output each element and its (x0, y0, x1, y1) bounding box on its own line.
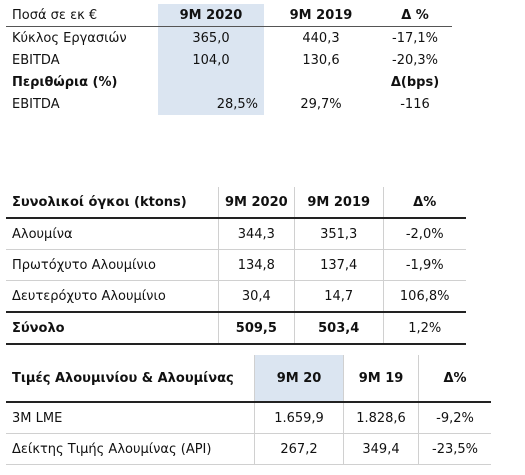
header-cell: Ποσά σε εκ € (6, 4, 158, 27)
cell (264, 71, 378, 93)
header-cell: 9M 2019 (293, 187, 384, 219)
cell: -2,0% (382, 217, 466, 250)
cell: 28,5% (158, 93, 264, 115)
header-cell: 9M 2020 (218, 187, 295, 219)
header-cell: Δ % (378, 4, 452, 27)
row: EBITDA 28,5% 29,7% -116 (6, 93, 452, 115)
prices-table: Τιμές Αλουμινίου & Αλουμίνας 9M 20 9M 19… (6, 355, 491, 465)
cell: 106,8% (382, 280, 466, 313)
row: EBITDA 104,0 130,6 -20,3% (6, 49, 452, 71)
cell: Δ(bps) (390, 74, 440, 90)
cell: Δείκτης Τιμής Αλουμίνας (API) (6, 433, 255, 465)
financials-table: Ποσά σε εκ € 9M 2020 9M 2019 Δ % Κύκλος … (6, 4, 452, 115)
cell: 351,3 (293, 217, 384, 250)
cell: -9,2% (418, 401, 491, 434)
cell: 30,4 (218, 280, 295, 313)
cell: 104,0 (158, 49, 264, 71)
cell: 130,6 (302, 52, 340, 68)
cell: 134,8 (218, 249, 295, 281)
cell: -20,3% (392, 52, 438, 68)
cell: 440,3 (302, 30, 340, 46)
cell: -1,9% (382, 249, 466, 281)
row: Δείκτης Τιμής Αλουμίνας (API) 267,2 349,… (6, 433, 491, 465)
cell: 267,2 (254, 433, 344, 465)
cell: EBITDA (12, 96, 60, 112)
total-row: Σύνολο 509,5 503,4 1,2% (6, 311, 466, 345)
cell: Πρωτόχυτο Αλουμίνιο (6, 249, 219, 281)
cell: 14,7 (293, 280, 384, 313)
row: Αλουμίνα 344,3 351,3 -2,0% (6, 217, 466, 250)
header-cell: Δ% (382, 187, 466, 219)
cell: 365,0 (158, 26, 264, 49)
header-cell: 9M 19 (343, 355, 419, 403)
cell: -116 (400, 96, 430, 112)
cell: Σύνολο (6, 311, 219, 345)
cell: 503,4 (293, 311, 384, 345)
cell: 137,4 (293, 249, 384, 281)
row: Κύκλος Εργασιών 365,0 440,3 -17,1% (6, 26, 452, 49)
cell: 1,2% (382, 311, 466, 345)
cell: 349,4 (343, 433, 419, 465)
cell: Αλουμίνα (6, 217, 219, 250)
subheader-row: Περιθώρια (%) Δ(bps) (6, 71, 452, 93)
header-row: Ποσά σε εκ € 9M 2020 9M 2019 Δ % (6, 4, 452, 27)
cell: Κύκλος Εργασιών (12, 30, 127, 46)
cell: -23,5% (418, 433, 491, 465)
header-cell: Συνολικοί όγκοι (ktons) (6, 187, 219, 219)
cell: Δευτερόχυτο Αλουμίνιο (6, 280, 219, 313)
cell: 1.828,6 (343, 401, 419, 434)
header-cell: 9M 20 (254, 355, 344, 403)
row: Δευτερόχυτο Αλουμίνιο 30,4 14,7 106,8% (6, 280, 466, 313)
header-cell: Δ% (418, 355, 491, 403)
header-row: Συνολικοί όγκοι (ktons) 9M 2020 9M 2019 … (6, 187, 466, 219)
cell: EBITDA (12, 52, 60, 68)
cell (158, 71, 264, 93)
cell: 344,3 (218, 217, 295, 250)
header-row: Τιμές Αλουμινίου & Αλουμίνας 9M 20 9M 19… (6, 355, 491, 403)
cell: 509,5 (218, 311, 295, 345)
cell: 1.659,9 (254, 401, 344, 434)
header-cell: Τιμές Αλουμινίου & Αλουμίνας (6, 355, 255, 403)
row: 3M LME 1.659,9 1.828,6 -9,2% (6, 401, 491, 434)
cell: 3M LME (6, 401, 255, 434)
cell: 29,7% (300, 96, 342, 112)
header-cell: 9M 2020 (158, 4, 264, 27)
cell: Περιθώρια (%) (12, 74, 118, 90)
volumes-table: Συνολικοί όγκοι (ktons) 9M 2020 9M 2019 … (6, 187, 466, 345)
row: Πρωτόχυτο Αλουμίνιο 134,8 137,4 -1,9% (6, 249, 466, 281)
header-cell: 9M 2019 (264, 4, 378, 27)
cell: -17,1% (392, 30, 438, 46)
